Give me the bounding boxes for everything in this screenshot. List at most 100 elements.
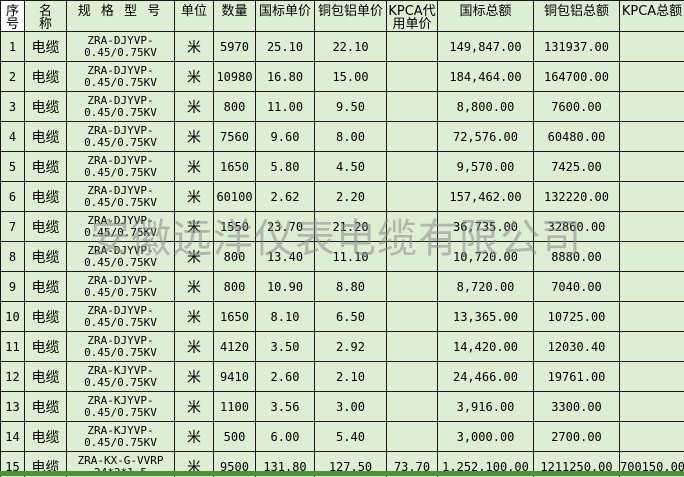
- cell-cca-unit-price[interactable]: 3.00: [314, 391, 387, 422]
- cell-serial-number[interactable]: 11: [0, 331, 25, 362]
- cell-kpca-total[interactable]: [619, 331, 684, 362]
- cell-quantity[interactable]: 9410: [213, 361, 256, 392]
- cell-serial-number[interactable]: 14: [0, 421, 25, 452]
- cell-spec-model[interactable]: ZRA-DJYVP- 0.45/0.75KV: [66, 91, 175, 122]
- header-gb-unit-price[interactable]: 国标单价: [255, 0, 315, 32]
- cell-kpca-sub-price[interactable]: [386, 211, 438, 242]
- cell-serial-number[interactable]: 2: [0, 61, 25, 92]
- cell-gb-total[interactable]: 184,464.00: [437, 61, 534, 92]
- cell-gb-unit-price[interactable]: 2.62: [255, 181, 315, 212]
- cell-cca-total[interactable]: 32860.00: [533, 211, 620, 242]
- cell-cca-total[interactable]: 12030.40: [533, 331, 620, 362]
- cell-gb-total[interactable]: 13,365.00: [437, 301, 534, 332]
- cell-quantity[interactable]: 800: [213, 241, 256, 272]
- cell-cca-total[interactable]: 131937.00: [533, 31, 620, 62]
- cell-gb-unit-price[interactable]: 2.60: [255, 361, 315, 392]
- cell-cca-unit-price[interactable]: 6.50: [314, 301, 387, 332]
- cell-gb-total[interactable]: 24,466.00: [437, 361, 534, 392]
- cell-name[interactable]: 电缆: [24, 151, 67, 182]
- cell-gb-unit-price[interactable]: 13.40: [255, 241, 315, 272]
- cell-kpca-total[interactable]: [619, 271, 684, 302]
- cell-kpca-sub-price[interactable]: [386, 31, 438, 62]
- cell-name[interactable]: 电缆: [24, 91, 67, 122]
- cell-name[interactable]: 电缆: [24, 211, 67, 242]
- cell-serial-number[interactable]: 5: [0, 151, 25, 182]
- cell-unit[interactable]: 米: [174, 391, 214, 422]
- cell-kpca-sub-price[interactable]: [386, 151, 438, 182]
- cell-serial-number[interactable]: 1: [0, 31, 25, 62]
- cell-gb-unit-price[interactable]: 23.70: [255, 211, 315, 242]
- cell-spec-model[interactable]: ZRA-DJYVP- 0.45/0.75KV: [66, 331, 175, 362]
- cell-kpca-total[interactable]: [619, 421, 684, 452]
- cell-unit[interactable]: 米: [174, 31, 214, 62]
- cell-name[interactable]: 电缆: [24, 241, 67, 272]
- cell-kpca-sub-price[interactable]: [386, 181, 438, 212]
- cell-spec-model[interactable]: ZRA-DJYVP- 0.45/0.75KV: [66, 241, 175, 272]
- cell-cca-unit-price[interactable]: 21.20: [314, 211, 387, 242]
- cell-cca-unit-price[interactable]: 9.50: [314, 91, 387, 122]
- cell-serial-number[interactable]: 7: [0, 211, 25, 242]
- header-quantity[interactable]: 数量: [213, 0, 256, 32]
- cell-cca-unit-price[interactable]: 15.00: [314, 61, 387, 92]
- cell-kpca-sub-price[interactable]: [386, 121, 438, 152]
- cell-cca-total[interactable]: 3300.00: [533, 391, 620, 422]
- cell-name[interactable]: 电缆: [24, 181, 67, 212]
- cell-quantity[interactable]: 1100: [213, 391, 256, 422]
- cell-cca-unit-price[interactable]: 8.00: [314, 121, 387, 152]
- cell-gb-unit-price[interactable]: 8.10: [255, 301, 315, 332]
- cell-gb-total[interactable]: 9,570.00: [437, 151, 534, 182]
- cell-cca-total[interactable]: 164700.00: [533, 61, 620, 92]
- cell-cca-total[interactable]: 7425.00: [533, 151, 620, 182]
- cell-serial-number[interactable]: 10: [0, 301, 25, 332]
- cell-quantity[interactable]: 800: [213, 271, 256, 302]
- cell-quantity[interactable]: 1550: [213, 211, 256, 242]
- cell-cca-total[interactable]: 19761.00: [533, 361, 620, 392]
- header-kpca-total[interactable]: KPCA总额: [619, 0, 684, 32]
- cell-kpca-sub-price[interactable]: [386, 241, 438, 272]
- cell-serial-number[interactable]: 4: [0, 121, 25, 152]
- cell-cca-total[interactable]: 60480.00: [533, 121, 620, 152]
- cell-gb-total[interactable]: 36,735.00: [437, 211, 534, 242]
- cell-gb-total[interactable]: 8,800.00: [437, 91, 534, 122]
- cell-serial-number[interactable]: 6: [0, 181, 25, 212]
- cell-unit[interactable]: 米: [174, 241, 214, 272]
- cell-unit[interactable]: 米: [174, 181, 214, 212]
- cell-kpca-total[interactable]: [619, 181, 684, 212]
- cell-spec-model[interactable]: ZRA-DJYVP- 0.45/0.75KV: [66, 61, 175, 92]
- cell-unit[interactable]: 米: [174, 211, 214, 242]
- cell-kpca-total[interactable]: [619, 61, 684, 92]
- cell-cca-unit-price[interactable]: 4.50: [314, 151, 387, 182]
- cell-kpca-sub-price[interactable]: [386, 61, 438, 92]
- cell-serial-number[interactable]: 15: [0, 451, 25, 477]
- cell-unit[interactable]: 米: [174, 151, 214, 182]
- cell-serial-number[interactable]: 3: [0, 91, 25, 122]
- cell-spec-model[interactable]: ZRA-KJYVP- 0.45/0.75KV: [66, 361, 175, 392]
- cell-unit[interactable]: 米: [174, 121, 214, 152]
- cell-spec-model[interactable]: ZRA-DJYVP- 0.45/0.75KV: [66, 181, 175, 212]
- cell-quantity[interactable]: 1650: [213, 151, 256, 182]
- cell-kpca-total[interactable]: [619, 31, 684, 62]
- cell-kpca-sub-price[interactable]: [386, 271, 438, 302]
- cell-gb-unit-price[interactable]: 3.50: [255, 331, 315, 362]
- cell-name[interactable]: 电缆: [24, 421, 67, 452]
- cell-unit[interactable]: 米: [174, 301, 214, 332]
- cell-unit[interactable]: 米: [174, 421, 214, 452]
- cell-name[interactable]: 电缆: [24, 331, 67, 362]
- header-serial-number[interactable]: 序号: [0, 0, 25, 32]
- header-kpca-sub-price[interactable]: KPCA代用单价: [386, 0, 438, 32]
- cell-cca-total[interactable]: 7040.00: [533, 271, 620, 302]
- cell-gb-total[interactable]: 3,000.00: [437, 421, 534, 452]
- cell-name[interactable]: 电缆: [24, 271, 67, 302]
- cell-cca-total[interactable]: 132220.00: [533, 181, 620, 212]
- cell-gb-unit-price[interactable]: 9.60: [255, 121, 315, 152]
- cell-cca-unit-price[interactable]: 22.10: [314, 31, 387, 62]
- cell-spec-model[interactable]: ZRA-DJYVP- 0.45/0.75KV: [66, 151, 175, 182]
- cell-quantity[interactable]: 7560: [213, 121, 256, 152]
- cell-quantity[interactable]: 500: [213, 421, 256, 452]
- cell-unit[interactable]: 米: [174, 61, 214, 92]
- cell-name[interactable]: 电缆: [24, 121, 67, 152]
- header-gb-total[interactable]: 国标总额: [437, 0, 534, 32]
- cell-cca-total[interactable]: 2700.00: [533, 421, 620, 452]
- cell-cca-total[interactable]: 8880.00: [533, 241, 620, 272]
- cell-quantity[interactable]: 1650: [213, 301, 256, 332]
